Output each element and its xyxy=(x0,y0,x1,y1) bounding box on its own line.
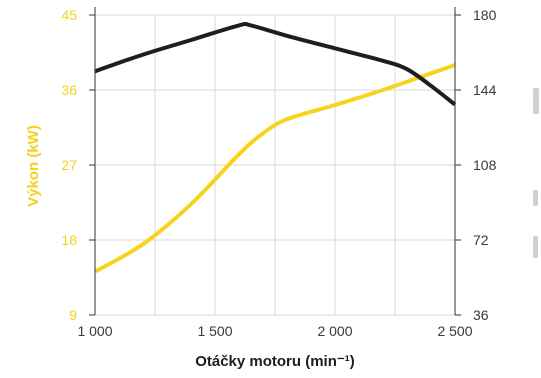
x-tick-label: 1 500 xyxy=(197,323,232,339)
x-tick-label: 1 000 xyxy=(77,323,112,339)
y-right-tick-label: 72 xyxy=(473,232,489,248)
y-right-tick-label: 36 xyxy=(473,307,489,323)
y-left-tick-label: 9 xyxy=(69,307,77,323)
y-left-tick-label: 36 xyxy=(61,82,77,98)
x-tick-label: 2 500 xyxy=(437,323,472,339)
x-axis-title: Otáčky motoru (min⁻¹) xyxy=(195,353,355,370)
right-axis-title-crop xyxy=(533,88,539,114)
y-left-tick-label: 18 xyxy=(61,232,77,248)
y-left-tick-label: 27 xyxy=(61,157,77,173)
axes xyxy=(89,7,461,316)
y-right-tick-label: 108 xyxy=(473,157,497,173)
power-line xyxy=(94,63,456,274)
x-tick-label: 2 000 xyxy=(317,323,352,339)
y-right-tick-label: 180 xyxy=(473,7,497,23)
y-left-tick-label: 45 xyxy=(61,7,77,23)
torque-line xyxy=(94,21,457,107)
y-right-tick-label: 144 xyxy=(473,82,497,98)
grid xyxy=(95,14,455,316)
right-axis-title-crop xyxy=(533,236,538,258)
right-axis-title-crop xyxy=(533,190,538,206)
tick-labels: 9 18 27 36 45 36 72 108 144 180 1 000 1 500 2 000 2 5… xyxy=(61,7,496,339)
series-group xyxy=(94,21,457,274)
y-axis-title-left: Výkon (kW) xyxy=(25,125,42,207)
